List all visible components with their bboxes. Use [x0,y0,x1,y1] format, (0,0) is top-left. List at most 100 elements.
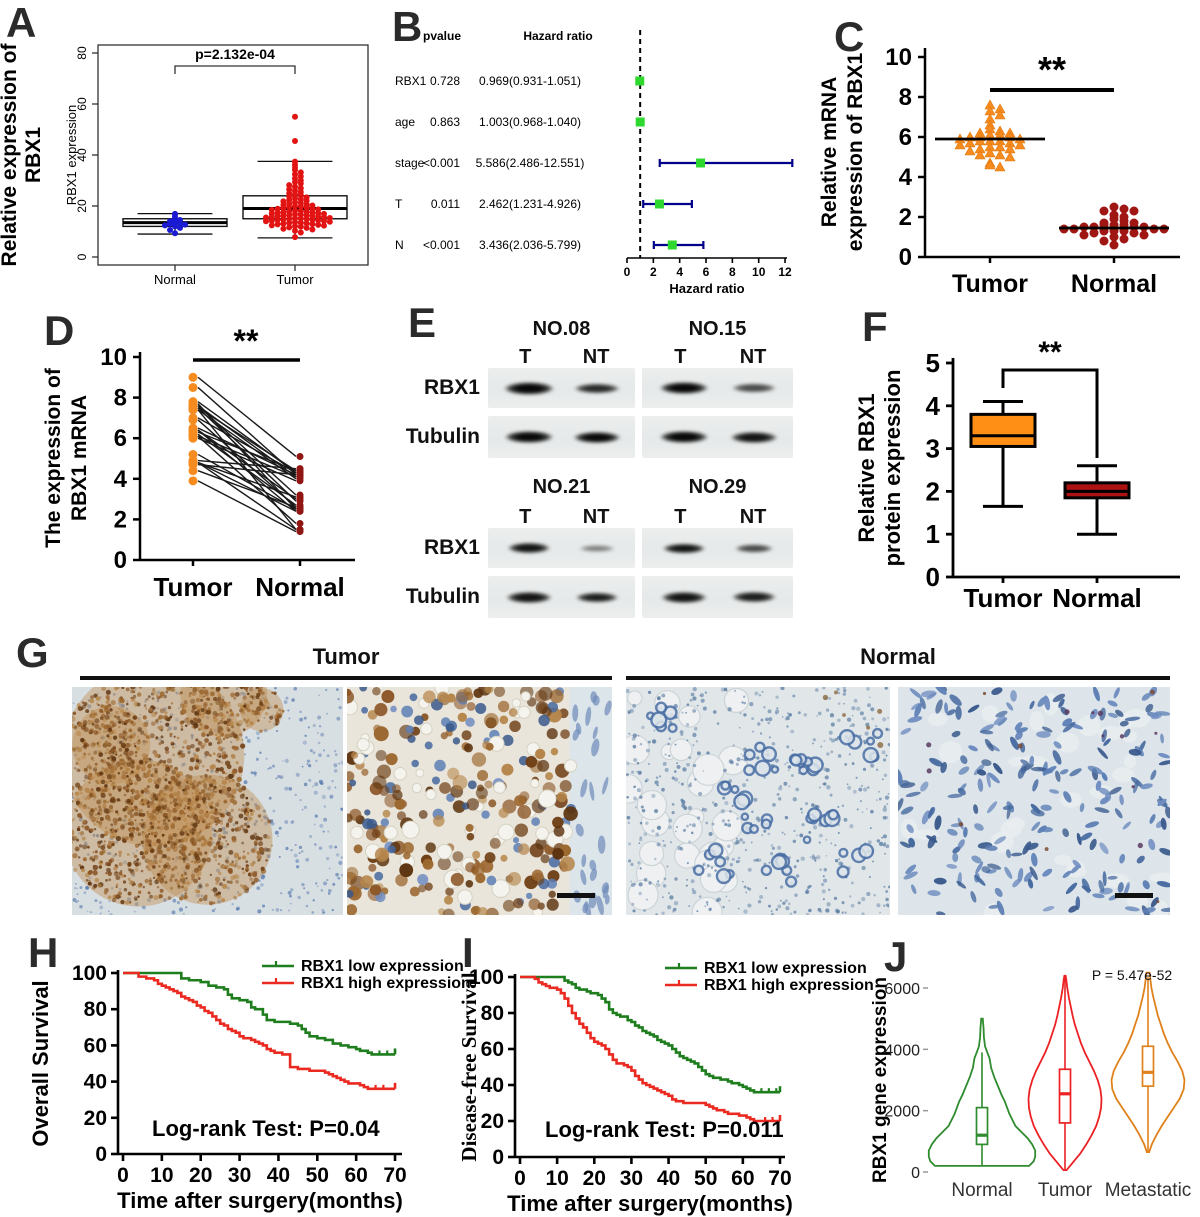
stained-cell [268,720,271,723]
y-tick-label: 5 [926,348,940,378]
stroma-nucleus [783,833,786,836]
stained-cell [239,708,244,713]
stained-cell [146,804,151,809]
stained-cell [535,838,547,850]
stained-cell [104,705,109,710]
stained-cell [163,844,168,848]
stained-cell [245,720,249,724]
stroma-nucleus [279,909,283,912]
stained-cell [440,732,448,740]
blue-nucleus [431,776,441,785]
spindle-nucleus [929,757,944,767]
stroma-nucleus [834,859,839,863]
stained-cell [122,730,126,734]
spindle-nucleus [986,773,991,788]
stained-cell [235,782,241,788]
stroma-nucleus [675,716,679,719]
vacuole [425,788,437,801]
stained-cell [251,881,255,885]
stained-cell [242,695,247,700]
stroma-nucleus [295,772,300,777]
stroma-nucleus [780,687,785,691]
spindle-nucleus [1036,731,1051,738]
stained-cell [200,814,204,819]
spindle-nucleus [946,709,956,716]
stroma-nucleus [115,840,119,844]
stained-cell [104,751,108,755]
stained-cell [167,896,172,901]
stroma-nucleus [849,824,854,829]
stroma-nucleus [315,759,318,762]
stained-cell [163,694,167,699]
clear-space [981,705,999,722]
stroma-nucleus [336,716,341,721]
stained-cell [110,700,116,706]
stroma-nucleus [82,795,86,799]
stained-cell [546,728,558,740]
stained-cell [215,823,218,826]
spindle-nucleus [973,804,979,815]
stained-cell [225,859,230,864]
stroma-nucleus [677,781,680,784]
stroma-nucleus [111,887,114,890]
spindle-nucleus [1150,769,1157,781]
stained-cell [242,785,246,789]
stroma-nucleus [174,717,179,722]
spindle-nucleus [1098,879,1105,893]
y-tick-label: 100 [469,966,504,989]
blue-nucleus [405,725,414,734]
stained-cell [125,771,128,775]
y-tick-label: 60 [481,1038,504,1061]
stroma-nucleus [692,744,695,747]
stained-cell [260,866,265,871]
stained-cell [111,756,117,761]
y-tick-label: 0 [926,562,940,592]
vacuole [497,823,515,841]
stroma-nucleus [792,797,797,802]
x-tick-label: 40 [657,1167,680,1190]
stained-cell [160,735,164,739]
stroma-nucleus [668,818,673,823]
normal-data-point [172,230,178,237]
stained-cell [81,754,86,760]
pair-line [197,431,297,472]
stained-cell [382,809,391,818]
y-tick-label: 40 [481,1074,504,1097]
stained-cell [136,776,142,782]
stroma-nucleus [692,696,697,701]
spindle-nucleus [1142,880,1150,890]
stained-cell [75,761,79,766]
tumor-data-point [280,225,287,232]
stroma-nucleus [699,694,702,697]
stained-cell [129,772,132,775]
spindle-nucleus [994,836,1007,845]
stroma-nucleus [885,897,889,902]
panel-j-label: J [884,933,908,980]
stained-cell [129,814,134,819]
stroma-nucleus [768,717,773,722]
y-axis-label: Disease-free Survival [457,972,481,1161]
normal-circle-point [1129,228,1139,238]
stained-cell [166,847,171,852]
lane-label-nt: NT [739,346,767,368]
pair-line [197,459,297,470]
stained-cell [166,864,171,870]
stained-cell [402,842,414,854]
spindle-cell [580,869,587,886]
stained-cell [528,898,541,911]
stained-cell [116,827,120,831]
stained-cell [219,841,224,847]
stained-cell [129,821,135,827]
stained-cell [224,687,230,689]
y-tick-label: 0 [899,244,912,271]
stained-cell [226,786,232,792]
stroma-nucleus [878,797,882,801]
stroma-nucleus [750,841,753,844]
x-category-label: Tumor [276,272,314,287]
spindle-nucleus [1029,866,1038,881]
stained-cell [145,740,149,744]
stained-cell [189,785,193,788]
row-hr-text: 0.969(0.931-1.051) [479,74,581,88]
stained-cell [249,701,253,705]
stroma-nucleus [671,776,675,780]
